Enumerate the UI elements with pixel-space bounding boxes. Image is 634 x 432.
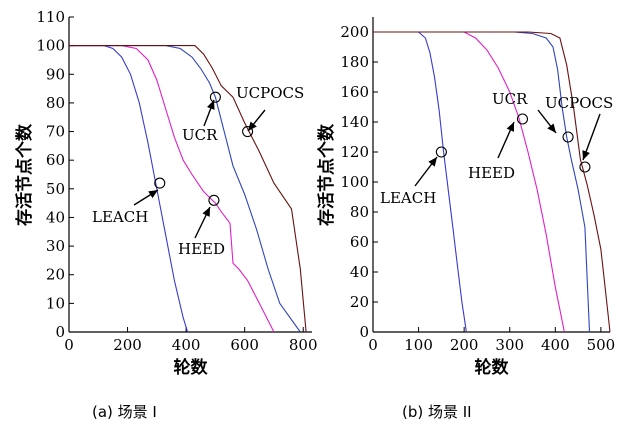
arrowhead-ucr xyxy=(547,123,556,133)
arrowhead-leach xyxy=(428,157,437,167)
x-tick-label: 400 xyxy=(172,336,201,354)
y-tick-label: 0 xyxy=(359,323,369,341)
y-tick-label: 50 xyxy=(46,180,65,198)
y-tick-label: 60 xyxy=(46,151,65,169)
x-tick-label: 0 xyxy=(64,336,74,354)
annotation-label-leach: LEACH xyxy=(380,189,436,207)
y-tick-label: 30 xyxy=(46,237,65,255)
x-tick-label: 200 xyxy=(450,336,479,354)
x-tick-label: 100 xyxy=(404,336,433,354)
annotation-label-ucpocs: UCPOCS xyxy=(236,84,304,102)
series-line-ucr xyxy=(69,45,301,333)
x-axis-label: 轮数 xyxy=(475,357,510,378)
y-tick-label: 20 xyxy=(46,266,65,284)
series-line-ucpocs xyxy=(373,31,611,333)
series-line-leach xyxy=(69,45,189,333)
marker-leach xyxy=(435,146,447,158)
x-tick-label: 600 xyxy=(230,336,259,354)
y-tick-label: 20 xyxy=(350,293,369,311)
annotation-label-ucr: UCR xyxy=(182,126,218,144)
y-tick-label: 100 xyxy=(340,173,369,191)
y-tick-label: 120 xyxy=(340,143,369,161)
y-axis-label: 存活节点个数 xyxy=(14,123,35,226)
y-tick-label: 160 xyxy=(340,83,369,101)
annotation-label-leach: LEACH xyxy=(92,208,148,226)
series-line-heed xyxy=(69,45,275,333)
arrowhead-ucpocs xyxy=(582,150,590,160)
series-line-heed xyxy=(373,31,565,333)
y-tick-label: 60 xyxy=(350,233,369,251)
annotation-label-heed: HEED xyxy=(468,164,515,182)
y-tick-label: 10 xyxy=(46,294,65,312)
y-tick-label: 80 xyxy=(46,94,65,112)
x-tick-label: 800 xyxy=(289,336,318,354)
y-tick-label: 180 xyxy=(340,53,369,71)
caption-b: (b) 场景 II xyxy=(402,403,472,421)
marker-heed xyxy=(516,113,529,125)
y-tick-label: 40 xyxy=(46,208,65,226)
y-tick-label: 80 xyxy=(350,203,369,221)
x-tick-label: 200 xyxy=(113,336,142,354)
x-tick-label: 0 xyxy=(368,336,378,354)
annotation-label-heed: HEED xyxy=(178,240,225,258)
series-line-ucr xyxy=(373,31,591,333)
chart-panel-b: 0 20 40 60 80 100 120 140 160 180 200 0 100 200 300 400… xyxy=(316,17,615,378)
y-tick-label: 100 xyxy=(36,37,65,55)
y-axis-label: 存活节点个数 xyxy=(316,123,337,226)
caption-a: (a) 场景 I xyxy=(92,403,157,421)
y-tick-label: 70 xyxy=(46,123,65,141)
x-tick-label: 300 xyxy=(495,336,524,354)
marker-ucr xyxy=(209,91,221,103)
series-line-ucpocs xyxy=(69,45,307,333)
marker-heed xyxy=(208,194,220,206)
arrowhead-ucpocs xyxy=(248,121,257,131)
arrowhead-heed xyxy=(202,207,210,217)
y-tick-label: 0 xyxy=(55,323,65,341)
arrowhead-heed xyxy=(506,122,514,132)
arrowhead-ucr xyxy=(207,100,215,110)
y-tick-label: 90 xyxy=(46,65,65,83)
marker-ucpocs xyxy=(242,125,254,138)
y-tick-label: 40 xyxy=(350,263,369,281)
x-tick-label: 500 xyxy=(587,336,616,354)
series-line-leach xyxy=(373,31,467,333)
y-tick-label: 140 xyxy=(340,113,369,131)
marker-leach xyxy=(154,177,166,189)
y-tick-label: 110 xyxy=(36,8,65,26)
marker-ucpocs xyxy=(579,161,591,173)
marker-ucr xyxy=(562,131,574,143)
x-axis-label: 轮数 xyxy=(174,357,209,378)
x-tick-label: 400 xyxy=(541,336,570,354)
annotation-label-ucr: UCR xyxy=(492,90,528,108)
arrowhead-leach xyxy=(148,190,158,199)
chart-panel-a: 0 10 20 30 40 50 60 70 80 90 100 110 0 200 400 600 800 轮数… xyxy=(14,8,318,378)
annotation-label-ucpocs: UCPOCS xyxy=(545,94,613,112)
y-tick-label: 200 xyxy=(340,23,369,41)
